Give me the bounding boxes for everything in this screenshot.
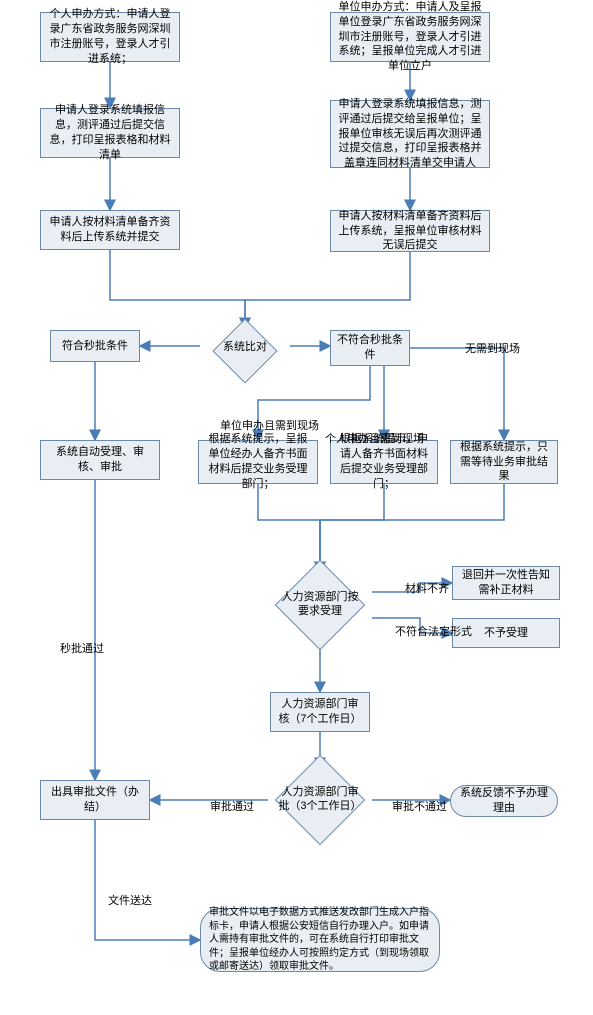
node-n12: 根据系统提示，申请人备齐书面材料后提交业务受理部门；	[330, 440, 438, 484]
edge-label-e9: 文件送达	[108, 892, 152, 908]
edge-label-e6: 不符合法定形式	[395, 623, 472, 639]
node-n21: 审批文件以电子数据方式推送发改部门生成入户指标卡，申请人根据公安短信自行办理入户…	[200, 908, 440, 972]
node-n6: 申请人按材料清单备齐资料后上传系统，呈报单位审核材料无误后提交	[330, 210, 490, 252]
edge-label-e7: 审批通过	[210, 798, 254, 814]
node-n9: 不符合秒批条件	[330, 330, 410, 366]
node-n10: 系统自动受理、审核、审批	[40, 440, 160, 480]
node-n1: 个人申办方式：申请人登录广东省政务服务网深圳市注册账号，登录人才引进系统；	[40, 12, 180, 62]
node-n17: 人力资源部门审核（7个工作日）	[270, 692, 370, 732]
edge-label-e2: 单位申办且需到现场	[220, 417, 319, 433]
node-n7: 符合秒批条件	[50, 330, 140, 362]
edge-label-e3: 个人申办且需到现场	[325, 430, 424, 446]
edge-label-e8: 审批不通过	[392, 798, 447, 814]
node-n19: 出具审批文件（办结）	[40, 780, 150, 820]
edge-label-e4: 秒批通过	[60, 640, 104, 656]
node-n20: 系统反馈不予办理理由	[450, 785, 558, 817]
edge-label-e1: 无需到现场	[465, 340, 520, 356]
node-n11: 根据系统提示，呈报单位经办人备齐书面材料后提交业务受理部门；	[198, 440, 318, 484]
node-n2: 单位申办方式：申请人及呈报单位登录广东省政务服务网深圳市注册账号，登录人才引进系…	[330, 12, 490, 62]
node-n3: 申请人登录系统填报信息，测评通过后提交信息，打印呈报表格和材料清单	[40, 108, 180, 158]
node-n13: 根据系统提示，只需等待业务审批结果	[450, 440, 558, 484]
node-n15: 退回并一次性告知需补正材料	[452, 566, 560, 600]
edge-label-e5: 材料不齐	[405, 580, 449, 596]
node-n5: 申请人按材料清单备齐资料后上传系统并提交	[40, 210, 180, 250]
node-n4: 申请人登录系统填报信息，测评通过后提交给呈报单位；呈报单位审核无误后再次测评通过…	[330, 100, 490, 168]
